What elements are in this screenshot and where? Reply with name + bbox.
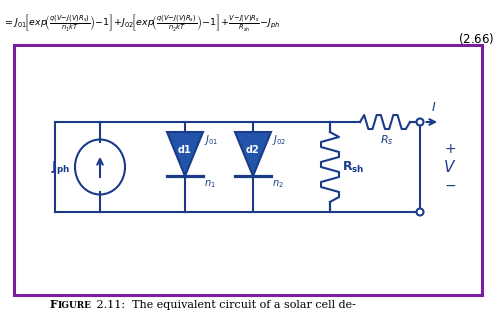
Circle shape: [416, 118, 423, 125]
Text: $V$: $V$: [443, 159, 456, 175]
Text: d1: d1: [178, 145, 192, 155]
Text: 2.11:  The equivalent circuit of a solar cell de-: 2.11: The equivalent circuit of a solar …: [93, 300, 356, 310]
Text: $+$: $+$: [444, 142, 456, 156]
Polygon shape: [167, 132, 203, 176]
Polygon shape: [235, 132, 271, 176]
Text: $\mathbf{R_{sh}}$: $\mathbf{R_{sh}}$: [342, 159, 365, 174]
Text: $n_1$: $n_1$: [204, 178, 216, 190]
Text: d2: d2: [246, 145, 260, 155]
Text: F: F: [50, 299, 58, 310]
Text: $J_{02}$: $J_{02}$: [272, 133, 287, 147]
Text: $n_2$: $n_2$: [272, 178, 284, 190]
Text: $-$: $-$: [444, 178, 456, 192]
Text: $\mathbf{J_{ph}}$: $\mathbf{J_{ph}}$: [51, 158, 70, 175]
Text: $R_s$: $R_s$: [380, 133, 394, 147]
Text: $= J_{01}\!\left[exp\!\left(\frac{q(V\!-\!J(V)R_s)}{n_1 kT}\right)\!-\!1\right]\: $= J_{01}\!\left[exp\!\left(\frac{q(V\!-…: [3, 12, 281, 33]
Bar: [14, 45, 482, 295]
Circle shape: [416, 209, 423, 215]
Text: IGURE: IGURE: [58, 301, 92, 310]
Text: $(2.66)$: $(2.66)$: [457, 31, 494, 46]
Text: $J_{01}$: $J_{01}$: [204, 133, 218, 147]
Text: $I$: $I$: [431, 101, 437, 114]
